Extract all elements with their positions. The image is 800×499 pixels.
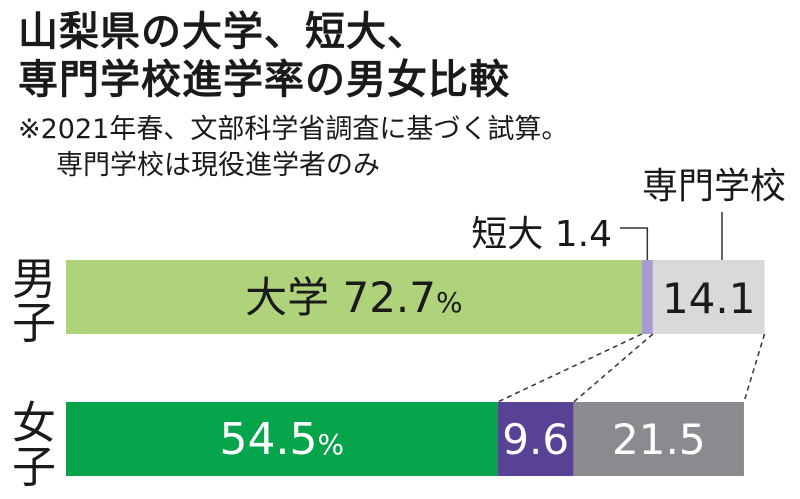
title-line-2: 専門学校進学率の男女比較 [18, 57, 510, 103]
bar-female-univ [66, 402, 498, 476]
callout-male-junior: 短大 1.4 [471, 214, 612, 255]
note-line-2: 専門学校は現役進学者のみ [56, 150, 380, 181]
label-female-junior: 9.6 [502, 415, 569, 464]
callout-male-vocational: 専門学校 [642, 166, 786, 207]
row-label-female: 女子 [12, 398, 56, 493]
bar-male-vocational [652, 260, 765, 334]
label-female-vocational: 21.5 [612, 415, 706, 464]
note-line-1: ※2021年春、文部科学省調査に基づく試算。 [18, 114, 569, 145]
bar-female-vocational [573, 402, 744, 476]
title-line-1: 山梨県の大学、短大、 [18, 9, 428, 55]
callout-line-junior [620, 227, 649, 260]
connector-junior-end [573, 333, 654, 403]
bar-female-junior [497, 402, 574, 476]
connector-vocational-end [743, 333, 766, 403]
bar-male-univ [66, 260, 642, 334]
label-male-vocational: 14.1 [662, 274, 756, 323]
bar-male-junior [641, 260, 653, 334]
connector-univ-end [497, 333, 643, 403]
chart-title: 山梨県の大学、短大、 専門学校進学率の男女比較 [18, 8, 510, 104]
label-female-univ: 54.5% [220, 414, 345, 465]
row-label-male: 男子 [12, 254, 56, 349]
label-male-univ: 大学 72.7% [245, 273, 462, 322]
source-note: ※2021年春、文部科学省調査に基づく試算。 専門学校は現役進学者のみ [18, 112, 568, 184]
